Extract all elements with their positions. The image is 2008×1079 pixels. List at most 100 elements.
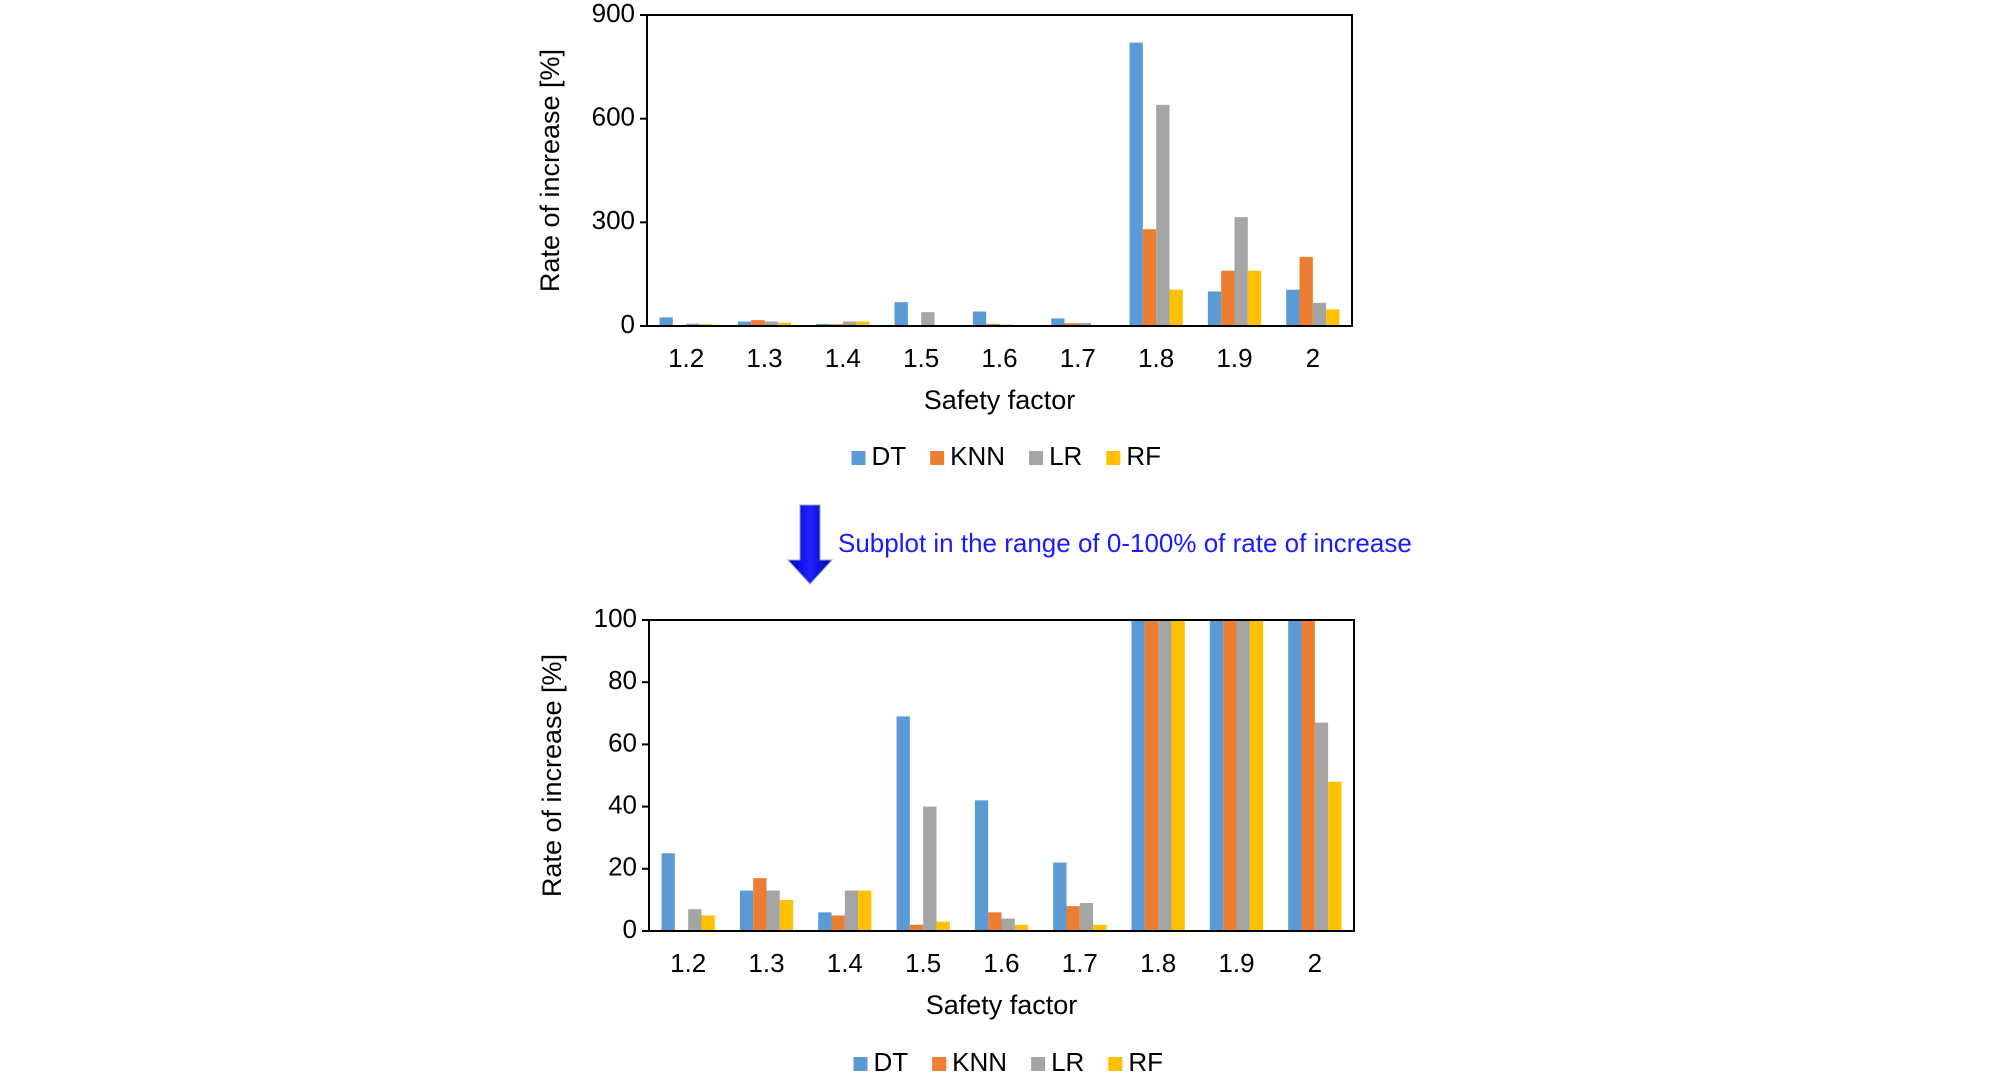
x-axis-title: Safety factor: [924, 385, 1076, 415]
x-tick-label: 1.6: [983, 948, 1019, 978]
bar: [1142, 229, 1157, 326]
x-tick-label: 1.4: [825, 343, 861, 373]
bar: [688, 909, 702, 931]
bar: [1131, 620, 1145, 931]
y-tick-label: 40: [608, 789, 637, 819]
y-tick-label: 900: [592, 0, 635, 28]
x-tick-label: 1.6: [981, 343, 1017, 373]
bar: [1014, 924, 1029, 931]
bar: [986, 323, 1000, 326]
legend-label: RF: [1126, 441, 1161, 471]
bar: [751, 320, 765, 326]
y-tick-label: 80: [608, 665, 637, 695]
bar: [1247, 270, 1262, 326]
bar: [842, 321, 857, 326]
legend-label: RF: [1128, 1047, 1163, 1077]
legend-swatch: [853, 1057, 868, 1071]
x-tick-label: 2: [1306, 343, 1320, 373]
bar: [818, 912, 832, 931]
bar: [1326, 309, 1340, 326]
x-tick-label: 1.5: [905, 948, 941, 978]
y-tick-label: 100: [594, 603, 637, 633]
bar: [1328, 781, 1342, 931]
bar: [936, 921, 950, 931]
legend-label: LR: [1051, 1047, 1084, 1077]
bar: [894, 302, 908, 326]
bar: [1312, 302, 1327, 326]
bars: [659, 42, 1340, 326]
plot-frame: [648, 619, 1355, 932]
bar: [896, 716, 910, 931]
bar: [779, 899, 794, 931]
bar: [988, 912, 1002, 931]
bar: [1001, 918, 1015, 931]
bar: [701, 915, 715, 931]
bar: [831, 915, 845, 931]
bar: [1066, 906, 1080, 931]
bar: [686, 323, 700, 326]
x-tick-label: 1.7: [1060, 343, 1096, 373]
bar: [1093, 924, 1107, 931]
bar: [1064, 323, 1078, 326]
x-tick-label: 1.2: [668, 343, 704, 373]
bar: [858, 890, 872, 931]
y-tick-label: 0: [621, 309, 635, 339]
bar: [816, 323, 830, 326]
y-axis-title: Rate of increase [%]: [537, 654, 567, 897]
legend-swatch: [1108, 1057, 1123, 1071]
legend-swatch: [851, 451, 866, 465]
bar: [1169, 289, 1183, 326]
bar: [1221, 270, 1235, 326]
bar: [974, 800, 989, 931]
bar: [1223, 620, 1237, 931]
bar: [1314, 722, 1329, 931]
y-tick-label: 600: [592, 102, 635, 132]
bar: [1209, 620, 1224, 931]
bar: [1234, 217, 1248, 326]
bar: [1301, 620, 1315, 931]
y-axis-title: Rate of increase [%]: [535, 49, 565, 292]
x-tick-label: 1.8: [1138, 343, 1174, 373]
legend-swatch: [932, 1057, 947, 1071]
plot-frame: [646, 14, 1353, 327]
legend-label: DT: [874, 1047, 909, 1077]
bar: [1207, 291, 1222, 326]
bar: [737, 321, 752, 326]
x-tick-label: 1.3: [748, 948, 784, 978]
x-tick-label: 1.7: [1062, 948, 1098, 978]
legend-swatch: [1106, 451, 1121, 465]
x-tick-label: 1.2: [670, 948, 706, 978]
bar: [1129, 42, 1143, 326]
bar: [921, 312, 935, 326]
legend-label: KNN: [950, 441, 1005, 471]
bars: [661, 620, 1342, 931]
bar: [739, 890, 754, 931]
bar: [1249, 620, 1264, 931]
bar: [1171, 620, 1185, 931]
bar: [1158, 620, 1172, 931]
x-tick-label: 2: [1308, 948, 1322, 978]
bar: [1236, 620, 1250, 931]
y-tick-label: 60: [608, 727, 637, 757]
bar: [659, 317, 673, 326]
x-tick-label: 1.9: [1216, 343, 1252, 373]
bar: [1053, 862, 1067, 931]
bar: [1077, 322, 1092, 326]
annotation: Subplot in the range of 0-100% of rate o…: [838, 528, 1412, 558]
bar: [844, 890, 859, 931]
bar: [766, 890, 780, 931]
legend-swatch: [1031, 1057, 1046, 1071]
x-tick-label: 1.5: [903, 343, 939, 373]
x-tick-label: 1.8: [1140, 948, 1176, 978]
bar: [764, 321, 778, 326]
y-tick-label: 0: [623, 914, 637, 944]
y-tick-label: 300: [592, 205, 635, 235]
x-tick-label: 1.4: [827, 948, 863, 978]
bar: [1144, 620, 1159, 931]
x-axis-title: Safety factor: [926, 990, 1078, 1020]
bar: [909, 924, 924, 931]
bar: [1286, 289, 1300, 326]
bar: [1079, 903, 1094, 931]
bar: [1299, 256, 1313, 326]
y-tick-label: 20: [608, 852, 637, 882]
